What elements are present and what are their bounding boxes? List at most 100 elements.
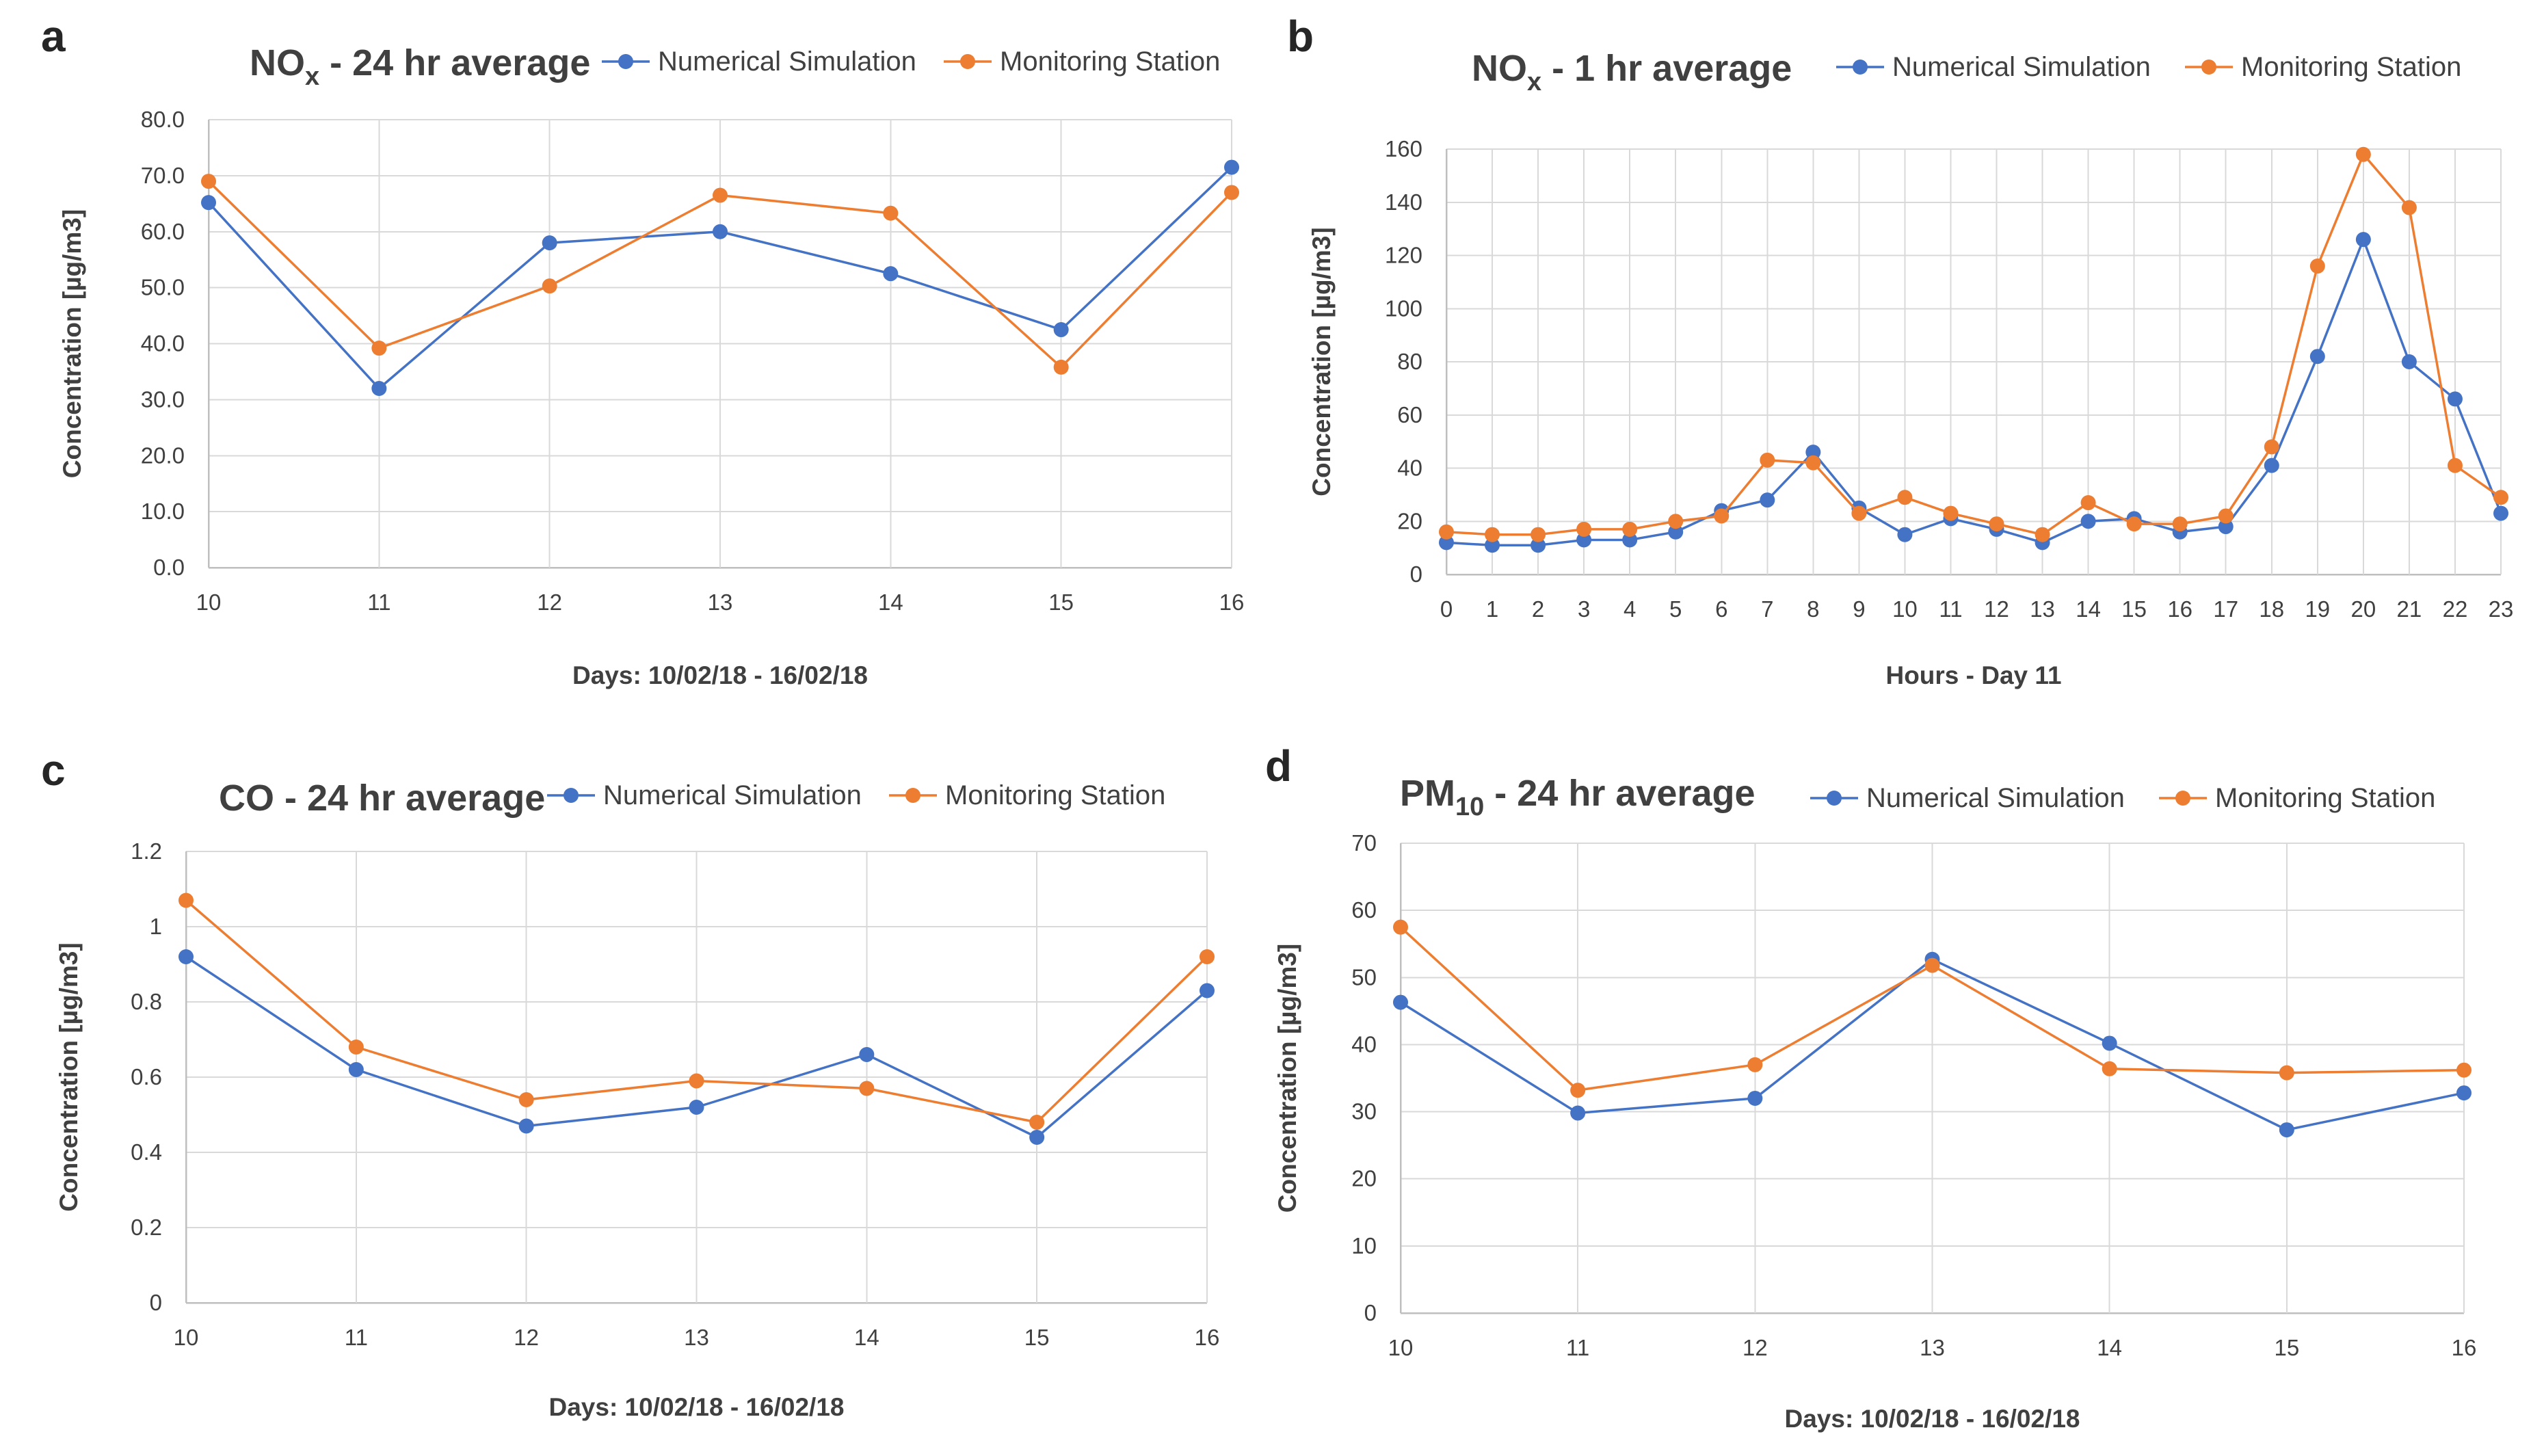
x-tick-label: 3 <box>1578 596 1590 622</box>
data-point-numerical-simulation <box>518 1118 534 1134</box>
data-point-numerical-simulation <box>2309 349 2325 365</box>
y-tick-label: 70.0 <box>141 163 185 188</box>
legend-marker <box>1827 791 1842 806</box>
y-tick-label: 20.0 <box>141 442 185 468</box>
data-point-monitoring-station <box>2102 1061 2117 1076</box>
x-tick-label: 14 <box>2097 1335 2122 1360</box>
y-tick-label: 0.6 <box>131 1064 162 1089</box>
data-point-numerical-simulation <box>2279 1122 2294 1138</box>
x-axis-label: Hours - Day 11 <box>1885 661 2061 689</box>
data-point-monitoring-station <box>1439 524 1454 540</box>
x-tick-label: 11 <box>345 1325 368 1350</box>
x-tick-label: 10 <box>1388 1335 1414 1360</box>
data-point-numerical-simulation <box>1393 994 1408 1010</box>
data-point-monitoring-station <box>1943 505 1959 521</box>
legend-label: Numerical Simulation <box>658 47 916 77</box>
data-point-monitoring-station <box>1747 1057 1763 1072</box>
chart-panel-d: 0 10 20 30 40 50 60 70 10 11 12 13 14 15 16 Days: 10/02… <box>1265 741 2476 1433</box>
data-point-monitoring-station <box>689 1073 704 1089</box>
data-point-numerical-simulation <box>1439 535 1454 551</box>
legend-marker <box>905 788 920 803</box>
y-tick-label: 1.2 <box>131 838 162 864</box>
data-point-monitoring-station <box>2456 1062 2472 1078</box>
y-axis-label: Concentration [µg/m3] <box>55 942 83 1211</box>
y-tick-label: 40 <box>1351 1031 1377 1057</box>
data-point-numerical-simulation <box>1805 445 1821 460</box>
data-point-monitoring-station <box>1714 508 1730 524</box>
y-tick-label: 160 <box>1385 136 1422 161</box>
data-point-numerical-simulation <box>1570 1105 1586 1121</box>
x-tick-label: 9 <box>1853 596 1865 622</box>
data-point-numerical-simulation <box>2456 1085 2472 1101</box>
series-line-numerical-simulation <box>1446 238 2502 546</box>
data-point-monitoring-station <box>1897 490 1913 505</box>
data-point-monitoring-station <box>883 205 899 221</box>
y-tick-label: 120 <box>1385 243 1422 268</box>
y-tick-label: 60.0 <box>141 219 185 244</box>
x-tick-label: 16 <box>2167 596 2192 622</box>
data-point-numerical-simulation <box>2493 505 2508 521</box>
data-point-monitoring-station <box>2264 439 2279 455</box>
data-point-numerical-simulation <box>2218 519 2234 535</box>
data-point-numerical-simulation <box>1576 532 1592 548</box>
x-tick-label: 1 <box>1486 596 1498 622</box>
data-point-monitoring-station <box>1029 1115 1045 1130</box>
chart-panel-a: 0.0 10.0 20.0 30.0 40.0 50.0 60.0 70.0 80.0 10 11 1… <box>41 12 1244 689</box>
data-point-monitoring-station <box>1576 521 1592 537</box>
x-tick-label: 15 <box>1024 1325 1050 1350</box>
legend-label: Monitoring Station <box>945 780 1165 810</box>
x-tick-label: 23 <box>2489 596 2514 622</box>
x-axis-label: Days: 10/02/18 - 16/02/18 <box>572 661 868 689</box>
legend-label: Numerical Simulation <box>1866 783 2125 813</box>
data-point-numerical-simulation <box>1029 1130 1045 1145</box>
data-point-numerical-simulation <box>2264 458 2279 473</box>
data-point-monitoring-station <box>1851 505 1867 521</box>
data-point-monitoring-station <box>518 1092 534 1107</box>
x-tick-label: 10 <box>174 1325 199 1350</box>
data-point-monitoring-station <box>2035 527 2050 542</box>
x-tick-label: 5 <box>1669 596 1682 622</box>
data-point-numerical-simulation <box>178 949 194 964</box>
data-point-monitoring-station <box>2126 516 2142 532</box>
legend-marker <box>1853 59 1868 75</box>
y-tick-label: 30.0 <box>141 386 185 412</box>
panel-letter: c <box>41 745 66 795</box>
data-point-monitoring-station <box>2080 495 2096 511</box>
data-point-numerical-simulation <box>689 1100 704 1115</box>
data-point-monitoring-station <box>2218 508 2234 524</box>
data-point-numerical-simulation <box>1485 538 1500 553</box>
data-point-numerical-simulation <box>1760 492 1775 508</box>
data-point-monitoring-station <box>713 187 728 203</box>
x-tick-label: 7 <box>1761 596 1773 622</box>
chart-title: PM10 - 24 hr average <box>1400 773 1755 821</box>
x-tick-label: 6 <box>1715 596 1727 622</box>
chart-panel-c: 0 0.2 0.4 0.6 0.8 1 1.2 10 11 12 13 14 15 16 Days: 10/… <box>41 745 1219 1421</box>
data-point-numerical-simulation <box>2447 391 2463 407</box>
legend-label: Numerical Simulation <box>1892 52 2151 82</box>
panel-letter: a <box>41 12 66 61</box>
data-point-monitoring-station <box>2447 458 2463 473</box>
data-point-monitoring-station <box>859 1081 875 1096</box>
x-tick-label: 10 <box>1892 596 1918 622</box>
data-point-monitoring-station <box>2401 200 2417 215</box>
y-tick-label: 80.0 <box>141 107 185 132</box>
x-tick-label: 17 <box>2213 596 2238 622</box>
y-tick-label: 1 <box>150 914 162 939</box>
legend-label: Monitoring Station <box>2215 783 2435 813</box>
x-tick-label: 11 <box>367 590 390 615</box>
data-point-monitoring-station <box>178 892 194 908</box>
data-point-numerical-simulation <box>2355 232 2371 248</box>
y-tick-label: 140 <box>1385 189 1422 215</box>
data-point-monitoring-station <box>1530 527 1546 542</box>
x-tick-label: 14 <box>2076 596 2101 622</box>
x-tick-label: 19 <box>2305 596 2330 622</box>
y-tick-label: 0 <box>1364 1300 1377 1325</box>
data-point-monitoring-station <box>348 1040 364 1055</box>
x-tick-label: 13 <box>708 590 733 615</box>
data-point-monitoring-station <box>1668 514 1684 529</box>
y-tick-label: 10 <box>1351 1233 1377 1258</box>
x-tick-label: 15 <box>1048 590 1074 615</box>
legend-marker <box>960 54 975 69</box>
data-point-monitoring-station <box>1760 452 1775 468</box>
legend-label: Monitoring Station <box>1000 47 1220 77</box>
